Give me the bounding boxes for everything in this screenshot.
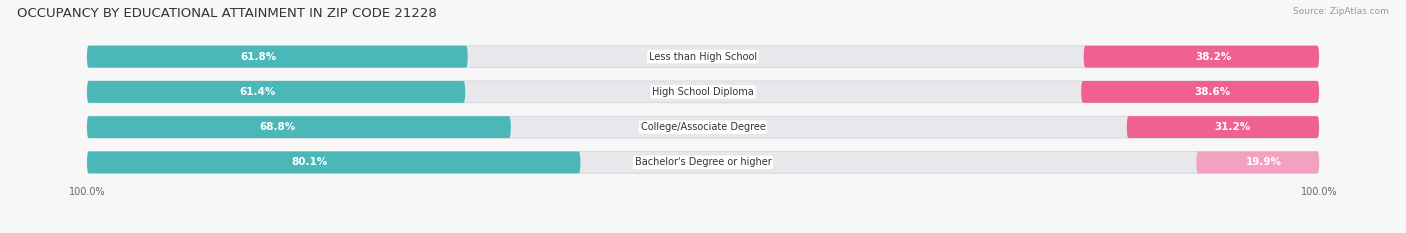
Text: OCCUPANCY BY EDUCATIONAL ATTAINMENT IN ZIP CODE 21228: OCCUPANCY BY EDUCATIONAL ATTAINMENT IN Z… — [17, 7, 437, 20]
Text: Source: ZipAtlas.com: Source: ZipAtlas.com — [1294, 7, 1389, 16]
Text: College/Associate Degree: College/Associate Degree — [641, 122, 765, 132]
FancyBboxPatch shape — [1081, 81, 1319, 103]
Text: 19.9%: 19.9% — [1246, 157, 1282, 167]
Text: 80.1%: 80.1% — [291, 157, 328, 167]
FancyBboxPatch shape — [87, 46, 1319, 68]
FancyBboxPatch shape — [87, 116, 510, 138]
Text: 31.2%: 31.2% — [1215, 122, 1250, 132]
FancyBboxPatch shape — [1126, 116, 1319, 138]
Text: Bachelor's Degree or higher: Bachelor's Degree or higher — [634, 157, 772, 167]
Text: 38.2%: 38.2% — [1195, 52, 1232, 62]
FancyBboxPatch shape — [1084, 46, 1319, 68]
FancyBboxPatch shape — [87, 81, 1319, 103]
FancyBboxPatch shape — [1197, 151, 1319, 173]
FancyBboxPatch shape — [87, 46, 468, 68]
Text: High School Diploma: High School Diploma — [652, 87, 754, 97]
Text: 68.8%: 68.8% — [260, 122, 295, 132]
FancyBboxPatch shape — [87, 116, 1319, 138]
Text: 61.4%: 61.4% — [239, 87, 276, 97]
FancyBboxPatch shape — [87, 151, 1319, 173]
FancyBboxPatch shape — [87, 81, 465, 103]
Text: 38.6%: 38.6% — [1194, 87, 1230, 97]
Text: 61.8%: 61.8% — [240, 52, 277, 62]
FancyBboxPatch shape — [87, 151, 581, 173]
Text: Less than High School: Less than High School — [650, 52, 756, 62]
